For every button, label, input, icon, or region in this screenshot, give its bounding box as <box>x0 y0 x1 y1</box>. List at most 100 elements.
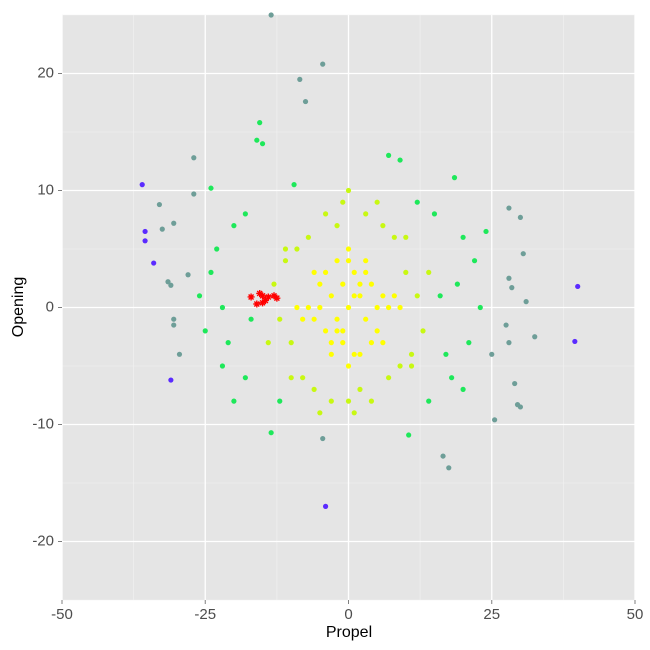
y-tick-label: -10 <box>32 415 54 432</box>
point <box>414 293 420 299</box>
point <box>311 269 317 275</box>
point <box>185 272 191 278</box>
star-point <box>256 289 264 297</box>
point <box>517 214 524 221</box>
point <box>374 328 380 334</box>
point <box>282 246 289 252</box>
star-point <box>259 292 267 300</box>
point <box>191 155 197 161</box>
point <box>460 234 466 240</box>
point <box>322 328 329 334</box>
point <box>142 238 148 244</box>
point <box>403 234 409 240</box>
point <box>451 175 458 181</box>
point <box>248 316 254 322</box>
star-point <box>273 294 281 302</box>
point <box>374 199 380 205</box>
point <box>506 275 512 281</box>
point <box>492 417 498 423</box>
point <box>171 316 177 322</box>
point <box>139 182 145 188</box>
point <box>386 152 392 158</box>
point <box>317 281 323 287</box>
point <box>368 340 375 346</box>
point <box>219 304 226 311</box>
point <box>259 141 266 147</box>
point <box>225 340 231 346</box>
point <box>208 269 214 275</box>
point <box>520 251 526 257</box>
point <box>572 338 578 345</box>
point <box>489 351 495 357</box>
point <box>443 351 449 357</box>
point <box>171 322 177 328</box>
point <box>340 340 346 346</box>
x-tick-label: 25 <box>483 606 500 623</box>
point <box>328 398 334 404</box>
point <box>357 281 363 287</box>
point <box>291 182 297 188</box>
point <box>523 299 529 305</box>
point <box>156 201 163 208</box>
point <box>514 402 521 408</box>
point <box>471 258 478 264</box>
point <box>334 328 340 334</box>
point <box>142 228 148 235</box>
point <box>317 410 323 416</box>
point <box>420 328 426 334</box>
point <box>320 61 326 67</box>
y-tick-label: 10 <box>37 181 54 198</box>
point <box>509 285 515 291</box>
point <box>380 293 386 299</box>
point <box>506 340 512 346</box>
point <box>305 234 311 240</box>
point <box>176 351 183 357</box>
point <box>191 191 197 197</box>
point <box>397 304 403 311</box>
star-point <box>264 293 272 301</box>
point <box>426 398 432 404</box>
point <box>297 76 303 82</box>
point <box>277 316 283 322</box>
point <box>340 328 346 334</box>
point <box>322 503 329 509</box>
point <box>254 137 260 143</box>
x-tick-label: 0 <box>344 606 352 623</box>
star-point <box>253 300 261 308</box>
point <box>328 340 334 346</box>
x-tick-label: 50 <box>627 606 644 623</box>
point <box>414 199 420 205</box>
point <box>231 223 237 229</box>
point <box>351 293 357 299</box>
point <box>403 269 409 275</box>
point <box>345 246 352 252</box>
point <box>214 246 220 252</box>
point <box>460 386 466 392</box>
point <box>151 260 157 266</box>
point <box>374 304 380 311</box>
point <box>440 453 446 459</box>
point <box>351 410 357 416</box>
point <box>168 377 174 383</box>
point <box>288 375 294 381</box>
point <box>406 432 412 438</box>
point <box>391 234 397 240</box>
point <box>345 363 352 369</box>
point <box>334 316 340 322</box>
y-tick-label: 0 <box>46 298 54 315</box>
point <box>363 269 369 275</box>
point <box>408 351 415 357</box>
point <box>345 398 352 404</box>
point <box>345 258 352 264</box>
point <box>386 375 392 381</box>
point <box>305 304 311 311</box>
point <box>408 363 415 369</box>
y-axis-title: Opening <box>10 277 27 338</box>
point <box>483 228 489 235</box>
point <box>171 220 177 226</box>
point <box>363 316 369 322</box>
star-point <box>259 299 267 307</box>
point <box>426 269 432 275</box>
point <box>165 279 171 285</box>
point <box>322 269 329 275</box>
